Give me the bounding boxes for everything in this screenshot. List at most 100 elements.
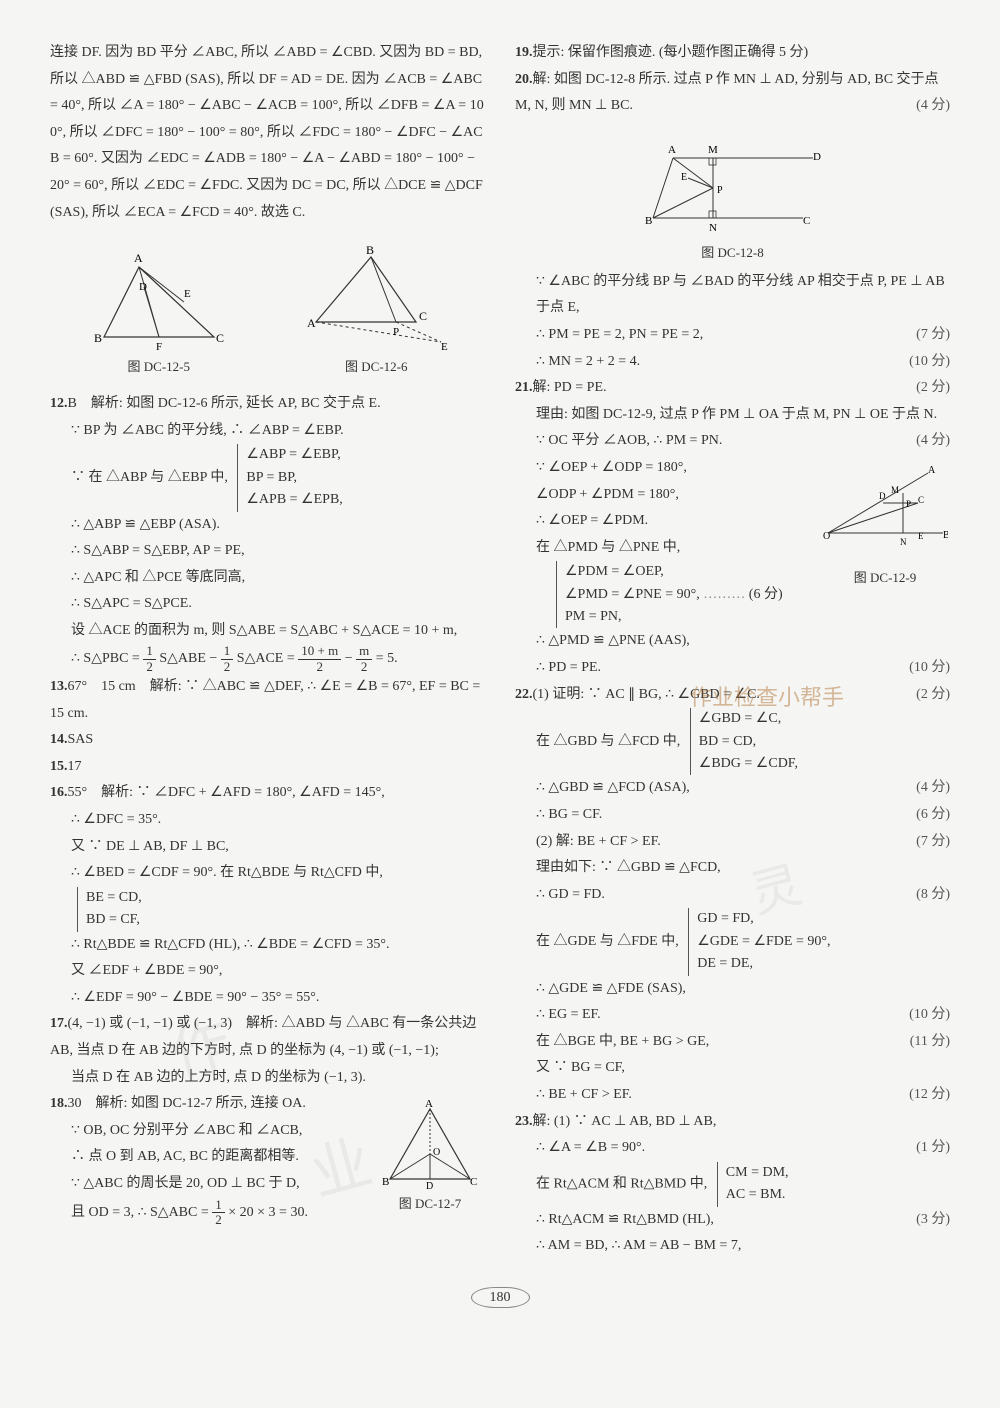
text: ∴ ∠BED = ∠CDF = 90°. 在 Rt△BDE 与 Rt△CFD 中…	[50, 860, 485, 887]
svg-text:M: M	[708, 144, 718, 156]
text: ∵ OB, OC 分别平分 ∠ABC 和 ∠ACB,	[50, 1118, 369, 1145]
item-20: 20.解: 如图 DC-12-8 所示. 过点 P 作 MN ⊥ AD, 分别与…	[515, 67, 950, 120]
figure-caption: 图 DC-12-8	[701, 245, 763, 260]
svg-text:A: A	[928, 465, 936, 476]
svg-text:E: E	[184, 288, 191, 300]
text: 连接 DF. 因为 BD 平分 ∠ABC, 所以 ∠ABD = ∠CBD. 又因…	[50, 40, 485, 226]
svg-text:A: A	[668, 144, 676, 156]
svg-text:B: B	[366, 243, 374, 257]
figure-dc-12-8: A M D B N C E P 图 DC-12-8	[515, 128, 950, 261]
figure-dc-12-7: A B C O D 图 DC-12-7	[375, 1099, 485, 1212]
text: ∴ S△PBC = 12 S△ABE − 12 S△ACE = 10 + m2 …	[50, 644, 485, 674]
svg-text:E: E	[441, 341, 448, 352]
svg-text:C: C	[918, 495, 924, 505]
item-23: 23.解: (1) ∵ AC ⊥ AB, BD ⊥ AB,	[515, 1109, 950, 1136]
item-17: 17.(4, −1) 或 (−1, −1) 或 (−1, 3) 解析: △ABD…	[50, 1011, 485, 1064]
text: ∴ AM = BD, ∴ AM = AB − BM = 7,	[515, 1233, 950, 1260]
text: ∴ ∠DFC = 35°.	[50, 807, 485, 834]
svg-text:N: N	[900, 537, 907, 547]
text: ∴ PD = PE.(10 分)	[515, 655, 950, 682]
figure-caption: 图 DC-12-9	[854, 570, 916, 585]
svg-text:A: A	[425, 1099, 433, 1110]
text: BE = CD, BD = CF,	[50, 887, 485, 932]
svg-text:P: P	[717, 185, 723, 196]
text: ∴ △GDE ≌ △FDE (SAS),	[515, 976, 950, 1003]
item-22: 22.(1) 证明: ∵ AC ∥ BG, ∴ ∠GBD = ∠C.(2 分)	[515, 682, 950, 709]
svg-text:C: C	[419, 309, 427, 323]
item-19: 19.提示: 保留作图痕迹. (每小题作图正确得 5 分)	[515, 40, 950, 67]
figure-dc-12-5: A B C D E F 图 DC-12-5	[84, 242, 234, 375]
figure-caption: 图 DC-12-7	[399, 1196, 461, 1211]
svg-text:O: O	[823, 531, 830, 542]
figure-caption: 图 DC-12-6	[345, 359, 407, 374]
item-15: 15.17	[50, 754, 485, 781]
text: ∴ 点 O 到 AB, AC, BC 的距离都相等.	[50, 1144, 369, 1171]
text: 且 OD = 3, ∴ S△ABC = 12 × 20 × 3 = 30.	[50, 1198, 369, 1228]
text: ∴ S△ABP = S△EBP, AP = PE,	[50, 538, 485, 565]
text: (2) 解: BE + CF > EF.(7 分)	[515, 829, 950, 856]
text: ∴ S△APC = S△PCE.	[50, 591, 485, 618]
text: 在 △GDE 与 △FDE 中, GD = FD, ∠GDE = ∠FDE = …	[515, 908, 950, 975]
text: ∴ Rt△ACM ≌ Rt△BMD (HL),(3 分)	[515, 1207, 950, 1234]
page-number: 180	[50, 1290, 950, 1306]
svg-text:P: P	[906, 499, 911, 509]
svg-text:E: E	[918, 531, 924, 541]
text: ∴ △PMD ≌ △PNE (AAS),	[515, 628, 950, 655]
text: ∴ PM = PE = 2, PN = PE = 2,(7 分)	[515, 322, 950, 349]
svg-text:F: F	[156, 341, 162, 352]
svg-text:N: N	[709, 222, 717, 234]
text: ∵ ∠ABC 的平分线 BP 与 ∠BAD 的平分线 AP 相交于点 P, PE…	[515, 269, 950, 322]
text: 在 △BGE 中, BE + BG > GE,(11 分)	[515, 1029, 950, 1056]
svg-text:P: P	[393, 326, 399, 338]
text: 当点 D 在 AB 边的上方时, 点 D 的坐标为 (−1, 3).	[50, 1065, 485, 1092]
text: ∴ ∠EDF = 90° − ∠BDE = 90° − 35° = 55°.	[50, 985, 485, 1012]
text: ∴ BG = CF.(6 分)	[515, 802, 950, 829]
svg-text:B: B	[645, 215, 652, 227]
svg-text:E: E	[681, 172, 687, 183]
text: ∴ △APC 和 △PCE 等底同高,	[50, 565, 485, 592]
item-18: 18.30 解析: 如图 DC-12-7 所示, 连接 OA.	[50, 1091, 369, 1118]
svg-text:D: D	[813, 151, 821, 163]
text: ∴ MN = 2 + 2 = 4.(10 分)	[515, 349, 950, 376]
text: 在 △GBD 与 △FCD 中, ∠GBD = ∠C, BD = CD, ∠BD…	[515, 708, 950, 775]
text: ∠PDM = ∠OEP, ∠PMD = ∠PNE = 90°, ……… (6 分…	[515, 561, 814, 628]
text: ∴ EG = EF.(10 分)	[515, 1002, 950, 1029]
svg-text:B: B	[94, 331, 102, 345]
text: 又 ∠EDF + ∠BDE = 90°,	[50, 958, 485, 985]
text: ∵ BP 为 ∠ABC 的平分线, ∴ ∠ABP = ∠EBP.	[50, 418, 485, 445]
text: ∵ ∠OEP + ∠ODP = 180°,	[515, 455, 814, 482]
text: 理由如下: ∵ △GBD ≌ △FCD,	[515, 855, 950, 882]
page-content: 连接 DF. 因为 BD 平分 ∠ABC, 所以 ∠ABD = ∠CBD. 又因…	[50, 40, 950, 1260]
text: ∴ △GBD ≌ △FCD (ASA),(4 分)	[515, 775, 950, 802]
text: ∴ Rt△BDE ≌ Rt△CFD (HL), ∴ ∠BDE = ∠CFD = …	[50, 932, 485, 959]
text: ∴ GD = FD.(8 分)	[515, 882, 950, 909]
text: ∵ △ABC 的周长是 20, OD ⊥ BC 于 D,	[50, 1171, 369, 1198]
item-13: 13.67° 15 cm 解析: ∵ △ABC ≌ △DEF, ∴ ∠E = ∠…	[50, 674, 485, 727]
text: ∴ ∠OEP = ∠PDM.	[515, 508, 814, 535]
text: ∴ ∠A = ∠B = 90°.(1 分)	[515, 1135, 950, 1162]
text: 设 △ACE 的面积为 m, 则 S△ABE = S△ABC + S△ACE =…	[50, 618, 485, 645]
left-column: 连接 DF. 因为 BD 平分 ∠ABC, 所以 ∠ABD = ∠CBD. 又因…	[50, 40, 485, 1260]
item-12: 12.B 解析: 如图 DC-12-6 所示, 延长 AP, BC 交于点 E.	[50, 391, 485, 418]
figure-dc-12-9: O A B D M C P N E 图 DC-12-9	[820, 463, 950, 621]
svg-text:A: A	[307, 316, 316, 330]
text: 又 ∵ BG = CF,	[515, 1055, 950, 1082]
svg-text:B: B	[382, 1176, 389, 1188]
text: ∴ △ABP ≌ △EBP (ASA).	[50, 512, 485, 539]
figure-dc-12-6: B A C P E 图 DC-12-6	[301, 242, 451, 375]
item-16: 16.55° 解析: ∵ ∠DFC + ∠AFD = 180°, ∠AFD = …	[50, 780, 485, 807]
svg-text:O: O	[433, 1147, 440, 1158]
text: 在 △PMD 与 △PNE 中,	[515, 535, 814, 562]
text: 在 Rt△ACM 和 Rt△BMD 中, CM = DM, AC = BM.	[515, 1162, 950, 1207]
svg-text:C: C	[803, 215, 810, 227]
text: ∵ OC 平分 ∠AOB, ∴ PM = PN.(4 分)	[515, 428, 950, 455]
svg-text:A: A	[134, 251, 143, 265]
text: 又 ∵ DE ⊥ AB, DF ⊥ BC,	[50, 834, 485, 861]
svg-text:D: D	[139, 281, 147, 293]
svg-text:C: C	[470, 1176, 477, 1188]
item-21: 21.解: PD = PE.(2 分)	[515, 375, 950, 402]
svg-text:B: B	[943, 530, 948, 541]
svg-text:C: C	[216, 331, 224, 345]
svg-text:D: D	[426, 1181, 433, 1189]
text: ∠ODP + ∠PDM = 180°,	[515, 482, 814, 509]
